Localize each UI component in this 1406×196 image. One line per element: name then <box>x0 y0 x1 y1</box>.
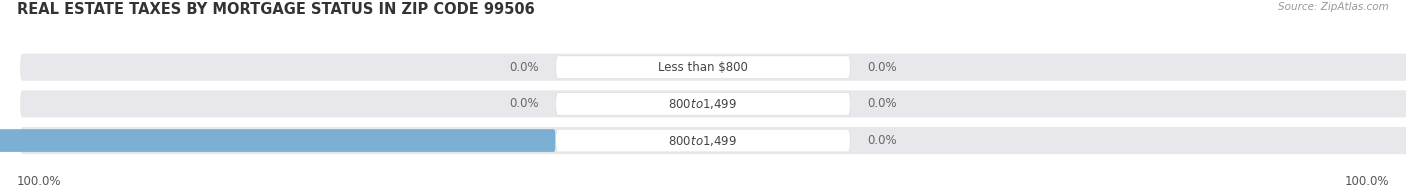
Text: $800 to $1,499: $800 to $1,499 <box>668 97 738 111</box>
Text: $800 to $1,499: $800 to $1,499 <box>668 133 738 148</box>
FancyBboxPatch shape <box>0 129 555 152</box>
Legend: Without Mortgage, With Mortgage: Without Mortgage, With Mortgage <box>572 191 834 196</box>
Text: 0.0%: 0.0% <box>509 61 538 74</box>
FancyBboxPatch shape <box>555 129 851 152</box>
Text: Source: ZipAtlas.com: Source: ZipAtlas.com <box>1278 2 1389 12</box>
FancyBboxPatch shape <box>20 54 1406 81</box>
FancyBboxPatch shape <box>555 93 851 115</box>
Text: 0.0%: 0.0% <box>868 61 897 74</box>
Text: 0.0%: 0.0% <box>868 97 897 110</box>
Text: 100.0%: 100.0% <box>17 175 62 188</box>
Text: REAL ESTATE TAXES BY MORTGAGE STATUS IN ZIP CODE 99506: REAL ESTATE TAXES BY MORTGAGE STATUS IN … <box>17 2 534 17</box>
FancyBboxPatch shape <box>555 56 851 79</box>
Text: Less than $800: Less than $800 <box>658 61 748 74</box>
Text: 0.0%: 0.0% <box>509 97 538 110</box>
Text: 0.0%: 0.0% <box>868 134 897 147</box>
Text: 100.0%: 100.0% <box>1344 175 1389 188</box>
FancyBboxPatch shape <box>20 127 1406 154</box>
FancyBboxPatch shape <box>20 90 1406 117</box>
